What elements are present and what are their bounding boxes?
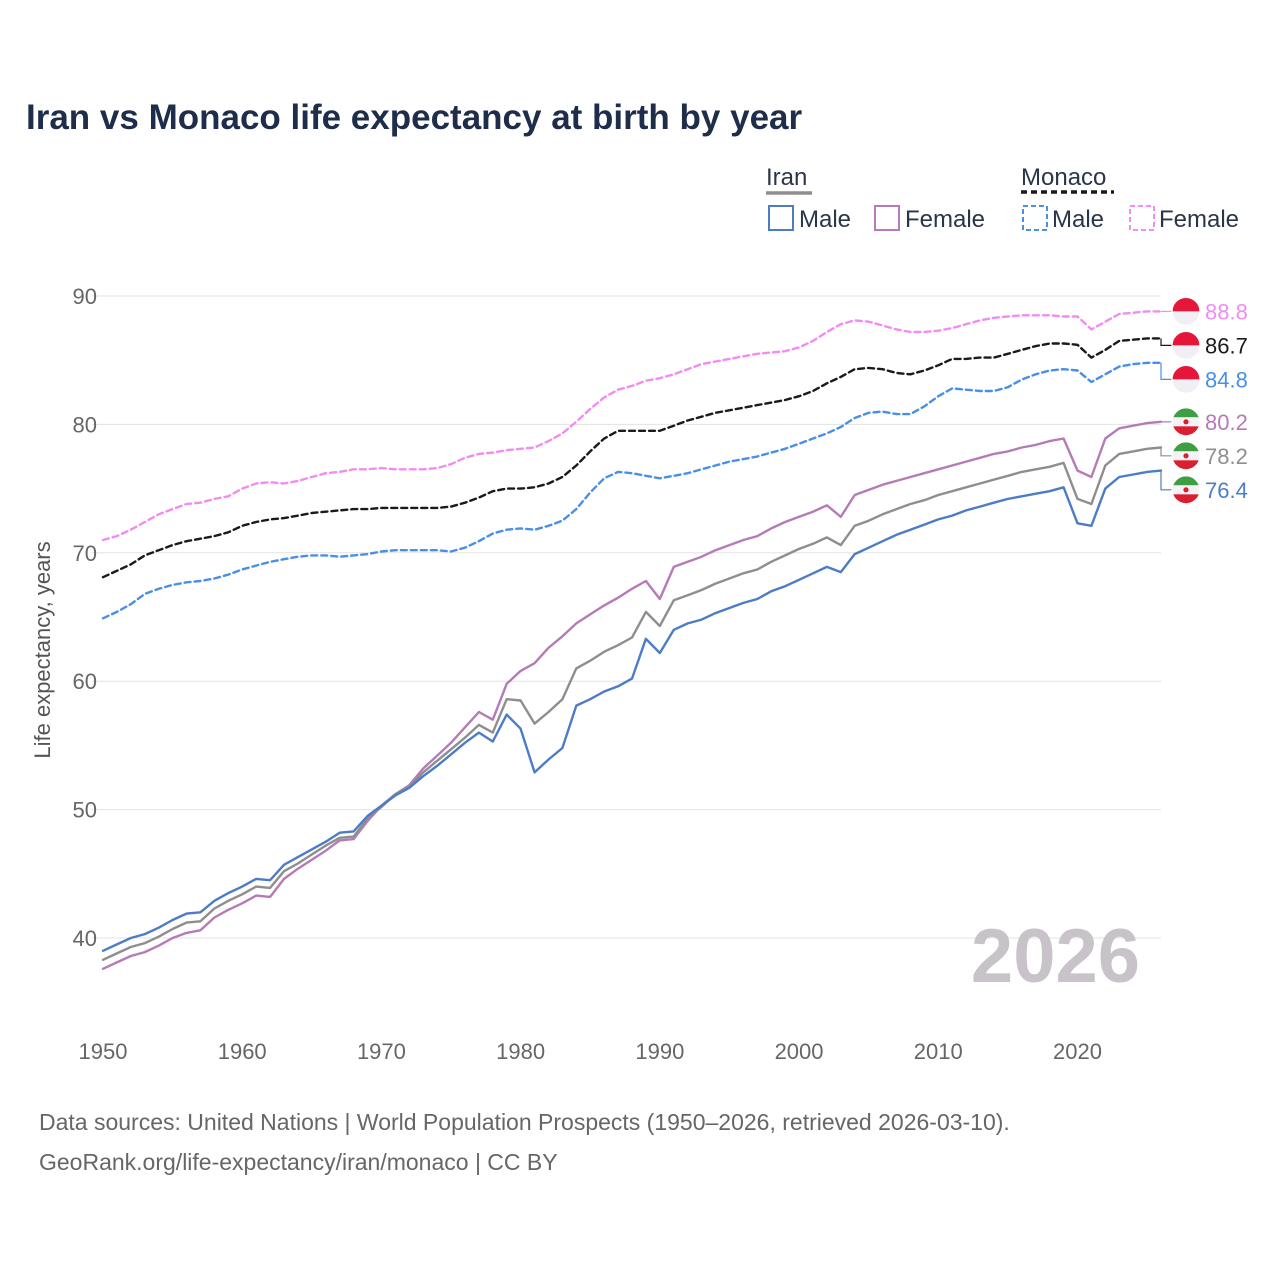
legend-iran-male-swatch <box>768 205 794 231</box>
legend-monaco-female-label: Female <box>1159 206 1239 233</box>
end-connector <box>1160 338 1172 347</box>
monaco-flag-icon <box>1171 330 1201 361</box>
legend-monaco-male-label: Male <box>1052 206 1104 233</box>
end-marker-iran: 78.2 <box>1160 441 1248 471</box>
end-marker-monaco-male: 84.8 <box>1160 362 1248 395</box>
iran-flag-icon <box>1171 407 1201 437</box>
end-label-iran-female: 80.2 <box>1205 410 1248 435</box>
legend-iran-female-label: Female <box>905 206 985 233</box>
x-tick-label-2010: 2010 <box>914 1039 963 1064</box>
legend-group-iran: Iran <box>766 164 807 191</box>
x-tick-label-1980: 1980 <box>496 1039 545 1064</box>
legend-iran-female-swatch <box>874 205 900 231</box>
chart-title: Iran vs Monaco life expectancy at birth … <box>26 98 802 137</box>
iran-flag-icon <box>1171 475 1201 505</box>
legend-monaco-male-swatch <box>1022 205 1048 231</box>
end-connector <box>1160 447 1172 457</box>
source-line-2: GeoRank.org/life-expectancy/iran/monaco … <box>39 1149 558 1175</box>
y-tick-label-70: 70 <box>73 541 97 566</box>
end-connector <box>1160 470 1172 491</box>
x-tick-label-1970: 1970 <box>357 1039 406 1064</box>
end-label-monaco-female: 88.8 <box>1205 299 1248 324</box>
legend-monaco-female-swatch <box>1129 205 1155 231</box>
end-marker-iran-male: 76.4 <box>1160 470 1248 505</box>
series <box>101 310 1163 970</box>
legend: Iran Monaco Male Female Male Female <box>766 164 1239 233</box>
legend-iran-male-label: Male <box>799 206 851 233</box>
series-line-iran <box>101 446 1163 961</box>
monaco-flag-icon <box>1171 364 1201 395</box>
end-labels: 88.8 86.7 84.8 80.2 78.2 76.4 <box>1160 296 1248 505</box>
end-connector <box>1160 362 1172 381</box>
series-line-iran-female <box>101 420 1163 970</box>
monaco-flag-icon <box>1171 296 1201 327</box>
legend-group-monaco: Monaco <box>1021 164 1106 191</box>
end-label-monaco: 86.7 <box>1205 333 1248 358</box>
x-tick-label-2020: 2020 <box>1053 1039 1102 1064</box>
end-marker-iran-female: 80.2 <box>1161 407 1248 437</box>
series-line-monaco-male <box>101 361 1163 620</box>
end-marker-monaco: 86.7 <box>1160 330 1248 361</box>
x-tick-label-1990: 1990 <box>635 1039 684 1064</box>
end-label-iran: 78.2 <box>1205 444 1248 469</box>
y-axis-ticks: 40 50 60 70 80 90 <box>73 284 97 951</box>
x-tick-label-1960: 1960 <box>218 1039 267 1064</box>
source-line-1: Data sources: United Nations | World Pop… <box>39 1109 1010 1135</box>
y-tick-label-40: 40 <box>73 926 97 951</box>
end-label-iran-male: 76.4 <box>1205 478 1248 503</box>
end-label-monaco-male: 84.8 <box>1205 367 1248 392</box>
end-marker-monaco-female: 88.8 <box>1161 296 1248 327</box>
x-axis-ticks: 1950 1960 1970 1980 1990 2000 2010 2020 <box>79 1039 1102 1064</box>
x-tick-label-1950: 1950 <box>79 1039 128 1064</box>
series-line-iran-male <box>101 469 1163 952</box>
y-axis-title: Life expectancy, years <box>30 541 55 758</box>
y-tick-label-50: 50 <box>73 798 97 823</box>
x-tick-label-2000: 2000 <box>775 1039 824 1064</box>
y-tick-label-60: 60 <box>73 669 97 694</box>
y-tick-label-80: 80 <box>73 412 97 437</box>
series-line-monaco <box>101 337 1163 579</box>
current-year-watermark: 2026 <box>971 914 1140 999</box>
iran-flag-icon <box>1171 441 1201 471</box>
y-tick-label-90: 90 <box>73 284 97 309</box>
series-line-monaco-female <box>101 310 1163 542</box>
gridlines <box>92 295 1161 939</box>
